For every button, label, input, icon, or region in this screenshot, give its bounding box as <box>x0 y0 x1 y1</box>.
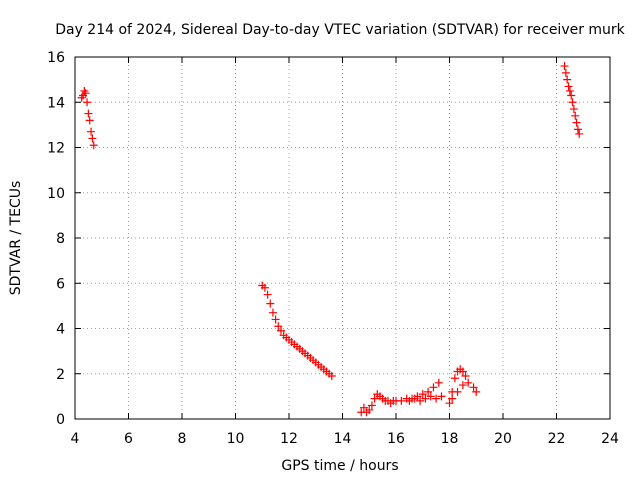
data-point <box>421 394 430 403</box>
data-point <box>573 125 582 134</box>
data-point <box>359 403 368 412</box>
data-point <box>327 372 336 381</box>
data-point <box>569 105 578 114</box>
y-tick-label: 8 <box>56 231 65 247</box>
data-point <box>424 387 433 396</box>
data-point <box>83 98 92 107</box>
data-points <box>77 62 584 417</box>
y-tick-label: 6 <box>56 276 65 292</box>
plot-border <box>74 56 611 420</box>
y-tick-label: 2 <box>56 367 65 383</box>
data-point <box>461 372 470 381</box>
data-point <box>276 326 285 335</box>
data-point <box>81 89 90 98</box>
y-tick-label: 0 <box>56 412 65 428</box>
data-point <box>445 399 454 408</box>
x-tick-label: 14 <box>334 431 352 447</box>
y-tick-label: 12 <box>47 141 65 157</box>
data-point <box>426 392 435 401</box>
data-point <box>572 118 581 127</box>
data-point <box>266 299 275 308</box>
data-point <box>571 111 580 120</box>
y-tick-label: 16 <box>47 50 65 66</box>
x-tick-labels: 4 6 8 10 12 14 16 18 20 22 24 <box>71 431 619 447</box>
x-tick-label: 10 <box>227 431 245 447</box>
data-point <box>268 308 277 317</box>
y-tick-labels: 0 2 4 6 8 10 12 14 16 <box>47 50 65 428</box>
data-point <box>458 381 467 390</box>
data-point <box>567 91 576 100</box>
y-tick-label: 14 <box>47 95 65 111</box>
data-point <box>564 82 573 91</box>
data-point <box>434 378 443 387</box>
data-point <box>575 129 584 138</box>
data-point <box>416 396 425 405</box>
x-tick-label: 6 <box>124 431 133 447</box>
data-point <box>365 405 374 414</box>
x-tick-label: 22 <box>548 431 566 447</box>
data-point <box>260 283 269 292</box>
x-tick-label: 18 <box>441 431 459 447</box>
data-point <box>405 396 414 405</box>
data-point <box>397 396 406 405</box>
chart-title: Day 214 of 2024, Sidereal Day-to-day VTE… <box>55 22 625 38</box>
data-point <box>469 383 478 392</box>
data-point <box>437 392 446 401</box>
data-point <box>450 374 459 383</box>
data-point <box>87 127 96 136</box>
data-point <box>429 383 438 392</box>
x-tick-label: 12 <box>280 431 298 447</box>
data-point <box>472 387 481 396</box>
data-point <box>85 116 94 125</box>
data-point <box>263 290 272 299</box>
data-point <box>432 394 441 403</box>
data-point <box>464 378 473 387</box>
data-point <box>418 390 427 399</box>
data-point <box>561 68 570 77</box>
data-point <box>563 75 572 84</box>
x-tick-label: 24 <box>601 431 619 447</box>
grid-lines <box>75 57 610 419</box>
y-tick-label: 10 <box>47 186 65 202</box>
data-point <box>88 134 97 143</box>
x-tick-label: 20 <box>494 431 512 447</box>
data-point <box>84 109 93 118</box>
data-point <box>453 387 462 396</box>
x-tick-label: 4 <box>71 431 80 447</box>
data-point <box>410 394 419 403</box>
y-tick-label: 4 <box>56 322 65 338</box>
data-point <box>89 141 98 150</box>
x-tick-label: 8 <box>178 431 187 447</box>
data-point <box>565 86 574 95</box>
data-point <box>274 322 283 331</box>
data-point <box>568 98 577 107</box>
x-axis-label: GPS time / hours <box>281 458 398 474</box>
y-axis-label: SDTVAR / TECUs <box>8 181 24 296</box>
data-point <box>458 367 467 376</box>
data-point <box>560 62 569 71</box>
data-point <box>271 315 280 324</box>
x-tick-label: 16 <box>387 431 405 447</box>
data-point <box>448 394 457 403</box>
data-point <box>370 394 379 403</box>
data-point <box>367 401 376 410</box>
